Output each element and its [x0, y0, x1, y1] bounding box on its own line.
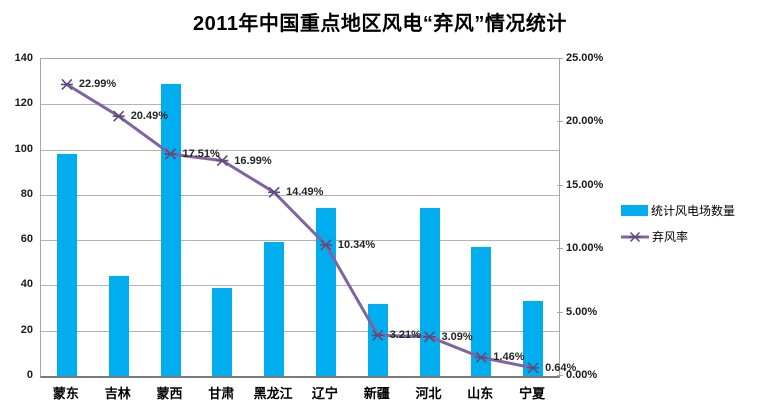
right-axis-tick-label: 15.00%: [566, 178, 604, 191]
bar-辽宁: [315, 208, 336, 376]
category-label-辽宁: 辽宁: [311, 386, 338, 401]
bar-黑龙江: [264, 242, 285, 376]
line-marker-icon: [371, 329, 384, 341]
left-axis-tick-label: 60: [20, 233, 33, 246]
data-label-山东: 1.46%: [493, 351, 525, 364]
plot-area: 22.99% 20.49% 17.51% 16.99% 14.49% 10.34% 3.21…: [40, 58, 576, 378]
line-marker-icon: [527, 362, 540, 374]
left-axis-tick-label: 40: [20, 278, 33, 291]
legend-label-windfarm-count: 统计风电场数量: [651, 204, 736, 218]
line-marker-icon: [60, 78, 73, 91]
line-marker-icon: [621, 231, 649, 242]
legend-item-curtailment-rate: 弃风率: [621, 228, 735, 245]
category-label-吉林: 吉林: [104, 386, 131, 401]
line-marker-icon: [164, 148, 177, 160]
line-marker-icon: [216, 155, 229, 167]
chart-title: 2011年中国重点地区风电“弃风”情况统计: [193, 13, 567, 35]
grid-line: [41, 285, 559, 287]
right-axis-tick-label: 20.00%: [566, 115, 604, 128]
category-label-新疆: 新疆: [363, 386, 390, 401]
data-label-宁夏: 0.64%: [545, 361, 577, 374]
right-axis-tick-label: 5.00%: [566, 305, 598, 318]
grid-line: [41, 330, 559, 332]
line-marker-icon: [423, 331, 436, 343]
bar-山东: [471, 246, 492, 376]
left-axis-tick-label: 80: [20, 187, 33, 200]
right-axis-tick-label: 0.00%: [566, 369, 598, 381]
line-series-swatch-icon: [621, 231, 649, 243]
right-axis-tick-label: 25.00%: [566, 52, 604, 64]
bar-河北: [419, 208, 440, 376]
data-label-黑龙江: 14.49%: [286, 186, 324, 199]
line-marker-icon: [475, 351, 488, 364]
line-marker-icon: [319, 239, 332, 251]
line-marker-icon: [112, 110, 125, 122]
right-axis-tick: [557, 248, 563, 250]
right-axis-tick-label: 10.00%: [566, 242, 604, 255]
grid-line: [41, 240, 559, 242]
legend: 统计风电场数量 弃风率: [621, 202, 735, 254]
grid-line: [41, 104, 559, 106]
data-label-蒙西: 17.51%: [182, 147, 220, 160]
bar-吉林: [108, 276, 129, 376]
category-label-宁夏: 宁夏: [519, 386, 546, 401]
left-axis-tick-label: 100: [14, 142, 33, 155]
category-label-蒙东: 蒙东: [52, 386, 79, 401]
right-axis-tick: [557, 121, 563, 123]
line-marker-icon: [268, 186, 281, 198]
right-axis-tick: [557, 375, 563, 376]
bar-蒙东: [56, 154, 77, 376]
category-label-甘肃: 甘肃: [208, 386, 235, 401]
curtailment-rate-line: [60, 78, 540, 374]
bar-新疆: [367, 303, 388, 376]
data-label-新疆: 3.21%: [389, 329, 421, 342]
left-axis-tick-label: 20: [20, 323, 33, 336]
bar-甘肃: [212, 287, 233, 376]
legend-label-curtailment-rate: 弃风率: [652, 230, 689, 244]
category-label-黑龙江: 黑龙江: [253, 386, 293, 401]
data-label-蒙东: 22.99%: [78, 78, 117, 91]
category-label-蒙西: 蒙西: [156, 386, 183, 401]
data-label-河北: 3.09%: [441, 330, 473, 343]
bar-series-swatch-icon: [621, 205, 648, 216]
right-axis-tick: [557, 58, 563, 59]
right-axis-tick: [557, 311, 563, 313]
legend-item-windfarm-count: 统计风电场数量: [621, 202, 735, 219]
data-label-辽宁: 10.34%: [337, 238, 376, 251]
category-label-河北: 河北: [415, 386, 442, 401]
left-axis-tick-label: 0: [26, 369, 33, 381]
grid-line: [41, 149, 559, 151]
right-axis-tick: [557, 184, 563, 186]
bar-蒙西: [160, 83, 181, 376]
left-axis-tick-label: 140: [14, 52, 33, 64]
data-label-吉林: 20.49%: [130, 110, 168, 123]
bar-宁夏: [523, 301, 544, 376]
grid-line: [41, 194, 559, 196]
category-label-山东: 山东: [467, 386, 494, 401]
left-axis-tick-label: 120: [14, 97, 33, 110]
data-label-甘肃: 16.99%: [234, 154, 272, 167]
